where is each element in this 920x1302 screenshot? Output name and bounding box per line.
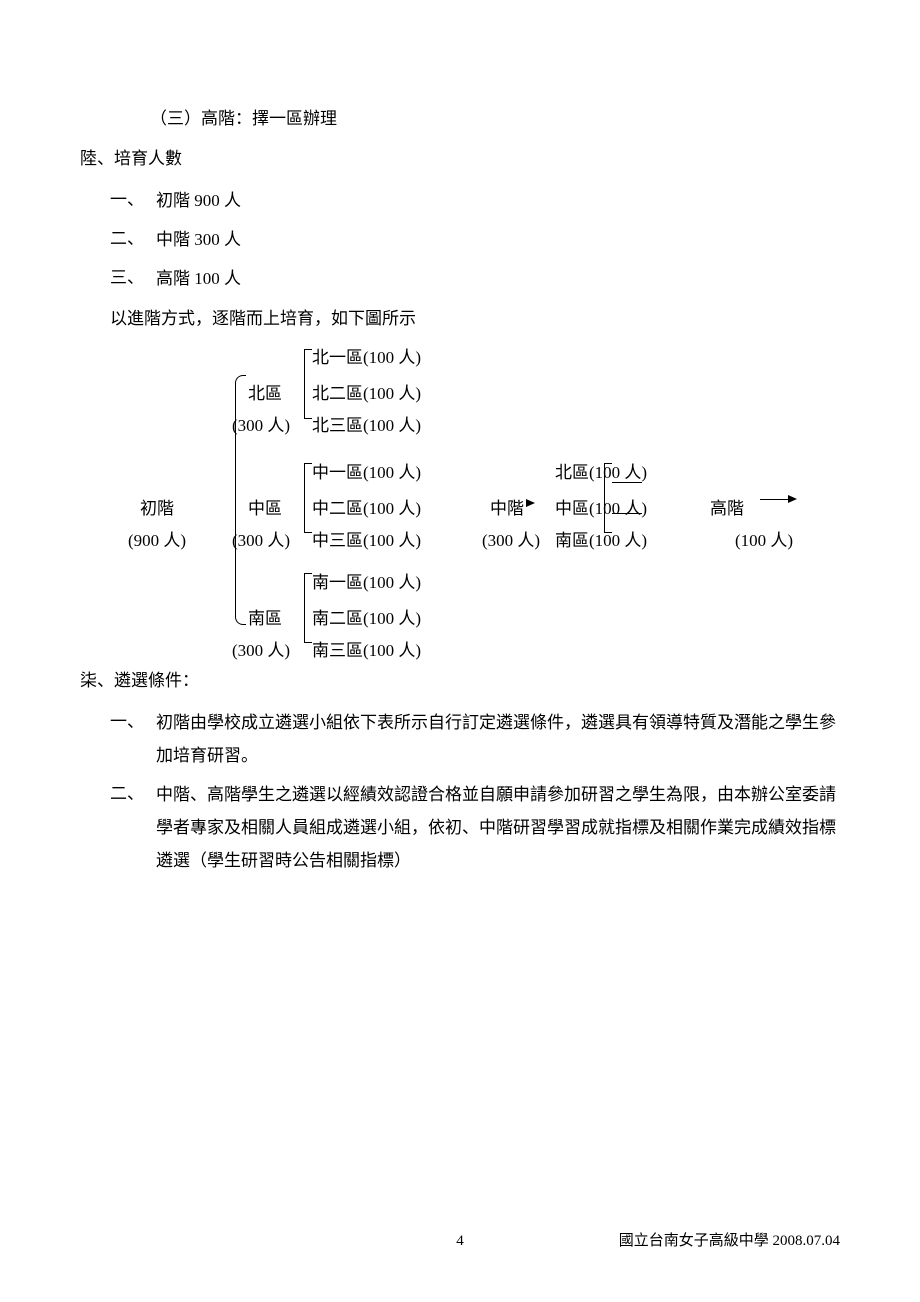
label-north-count: (300 人) [232,410,290,442]
selection-item-2: 二、 中階、高階學生之遴選以經績效認證合格並自願申請參加研習之學生為限，由本辦公… [80,778,840,877]
label-n3: 北三區(100 人) [312,410,421,442]
progression-diagram: 初階 (900 人) 北區 (300 人) 中區 (300 人) 南區 (300… [110,345,870,655]
label-center: 中區 [248,493,282,525]
label-s1: 南一區(100 人) [312,567,421,599]
label-center-count: (300 人) [232,525,290,557]
section-6-heading: 陸、培育人數 [80,143,840,175]
num-2: 二、 [110,223,156,256]
label-mid-center: 中區(100 人) [555,493,647,525]
label-n1: 北一區(100 人) [312,342,421,374]
label-mid-south: 南區(100 人) [555,525,647,557]
count-item-2: 二、 中階 300 人 [80,223,840,256]
footer-institution: 國立台南女子高級中學 2008.07.04 [619,1227,840,1256]
diagram-caption: 以進階方式，逐階而上培育，如下圖所示 [80,303,840,335]
label-intermediate: 中階 [490,493,524,525]
label-n2: 北二區(100 人) [312,378,421,410]
count-item-3: 三、 高階 100 人 [80,262,840,295]
count-intermediate: 中階 300 人 [156,223,840,256]
label-north: 北區 [248,378,282,410]
document-page: （三）高階：擇一區辦理 陸、培育人數 一、 初階 900 人 二、 中階 300… [0,0,920,1302]
count-item-1: 一、 初階 900 人 [80,184,840,217]
label-elementary: 初階 [140,493,174,525]
label-advanced: 高階 [710,493,744,525]
count-advanced: 高階 100 人 [156,262,840,295]
section-7-heading: 柒、遴選條件： [80,665,840,697]
num-1: 一、 [110,184,156,217]
bracket-center [304,463,305,533]
label-mid-north: 北區(100 人) [555,457,647,489]
label-c3: 中三區(100 人) [312,525,421,557]
label-c2: 中二區(100 人) [312,493,421,525]
count-elementary: 初階 900 人 [156,184,840,217]
num-3: 三、 [110,262,156,295]
label-intermediate-count: (300 人) [482,525,540,557]
label-advanced-count: (100 人) [735,525,793,557]
sel-num-2: 二、 [110,778,156,877]
item-3-advanced: （三）高階：擇一區辦理 [80,103,840,135]
label-s3: 南三區(100 人) [312,635,421,667]
label-c1: 中一區(100 人) [312,457,421,489]
label-south: 南區 [248,603,282,635]
label-elementary-count: (900 人) [128,525,186,557]
sel-text-1: 初階由學校成立遴選小組依下表所示自行訂定遴選條件，遴選具有領導特質及潛能之學生參… [156,706,840,772]
selection-item-1: 一、 初階由學校成立遴選小組依下表所示自行訂定遴選條件，遴選具有領導特質及潛能之… [80,706,840,772]
sel-num-1: 一、 [110,706,156,772]
bracket-north [304,349,305,419]
label-south-count: (300 人) [232,635,290,667]
label-s2: 南二區(100 人) [312,603,421,635]
sel-text-2: 中階、高階學生之遴選以經績效認證合格並自願申請參加研習之學生為限，由本辦公室委請… [156,778,840,877]
bracket-south [304,573,305,643]
